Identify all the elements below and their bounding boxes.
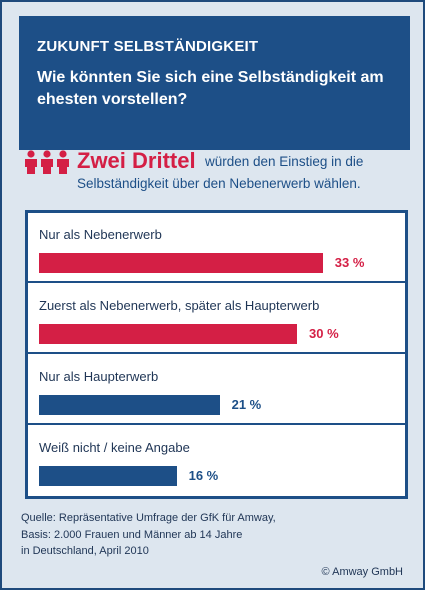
source-line-3: in Deutschland, April 2010 <box>21 545 149 557</box>
source-note: Quelle: Repräsentative Umfrage der GfK f… <box>21 510 321 560</box>
header-question: Wie könnten Sie sich eine Selbständigkei… <box>37 69 384 108</box>
bar <box>39 466 177 486</box>
highlight-statement: Zwei Drittel würden den Einstieg in die … <box>19 148 410 204</box>
bar <box>39 253 323 273</box>
header-box: ZUKUNFT SELBSTÄNDIGKEIT Wie könnten Sie … <box>19 16 410 150</box>
category-label: Nur als Nebenerwerb <box>39 227 162 242</box>
three-people-icon <box>25 150 69 174</box>
value-label: 30 % <box>309 326 339 341</box>
source-line-1: Quelle: Repräsentative Umfrage der GfK f… <box>21 512 276 524</box>
value-label: 21 % <box>231 397 262 412</box>
chart-row: Nur als Nebenerwerb 33 % <box>28 213 405 283</box>
category-label: Weiß nicht / keine Angabe <box>39 440 190 455</box>
chart-row: Nur als Haupterwerb 21 % <box>28 355 405 425</box>
highlight-text-line2: Selbständigkeit über den Nebenerwerb wäh… <box>77 176 361 191</box>
copyright-note: © Amway GmbH <box>321 566 403 578</box>
bar <box>39 324 297 344</box>
header-kicker: ZUKUNFT SELBSTÄNDIGKEIT <box>37 38 259 55</box>
bar-chart: Nur als Nebenerwerb 33 % Zuerst als Nebene… <box>25 210 408 499</box>
value-label: 33 % <box>334 255 365 270</box>
bar <box>39 395 220 415</box>
source-line-2: Basis: 2.000 Frauen und Männer ab 14 Jah… <box>21 528 243 541</box>
value-label: 16 % <box>188 468 219 483</box>
category-label: Zuerst als Nebenerwerb, später als Haupt… <box>39 298 320 313</box>
highlight-text-line1: würden den Einstieg in die <box>205 154 364 169</box>
highlight-big-text: Zwei Drittel <box>77 148 196 173</box>
chart-row: Zuerst als Nebenerwerb, später als Haupt… <box>28 284 405 354</box>
chart-row: Weiß nicht / keine Angabe 16 % <box>28 426 405 496</box>
category-label: Nur als Haupterwerb <box>39 369 159 384</box>
